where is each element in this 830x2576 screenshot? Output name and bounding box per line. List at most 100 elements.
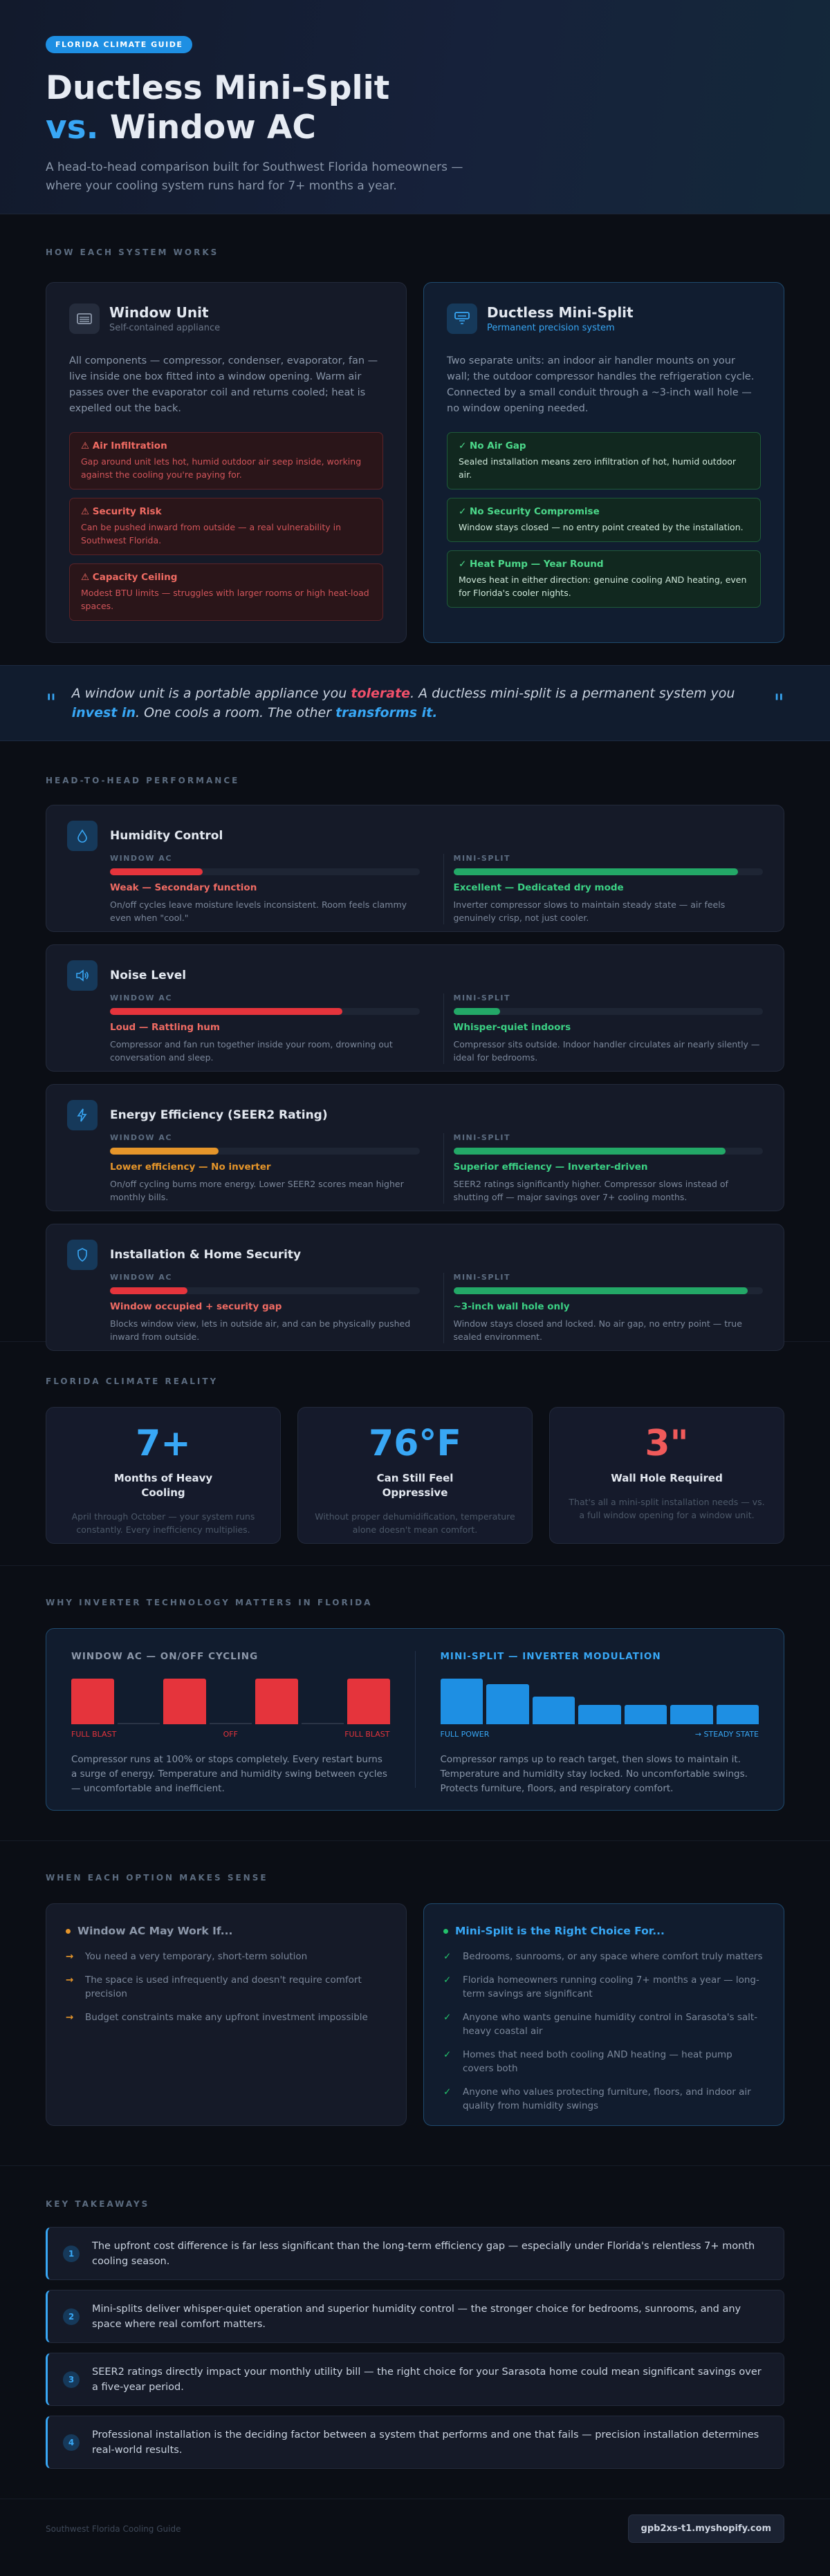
split-bar-track bbox=[453, 1008, 763, 1015]
window-cycling-bars bbox=[71, 1679, 390, 1724]
split-card-description: Two separate units: an indoor air handle… bbox=[447, 355, 755, 414]
split-note: SEER2 ratings significantly higher. Comp… bbox=[453, 1179, 728, 1202]
takeaway-text: The upfront cost difference is far less … bbox=[92, 2240, 755, 2267]
modulation-label: → STEADY STATE bbox=[694, 1730, 759, 1739]
window-col: WINDOW AC Weak — Secondary function On/o… bbox=[110, 854, 420, 924]
open-quote-icon: " bbox=[46, 689, 57, 717]
inverter-section: WHY INVERTER TECHNOLOGY MATTERS IN FLORI… bbox=[0, 1565, 830, 1840]
window-cycling-title: WINDOW AC — ON/OFF CYCLING bbox=[71, 1651, 259, 1662]
window-card-description: All components — compressor, condenser, … bbox=[69, 355, 378, 414]
split-note: Window stays closed and locked. No air g… bbox=[453, 1318, 742, 1342]
when-item-text: Bedrooms, sunrooms, or any space where c… bbox=[463, 1951, 763, 1962]
droplet-icon bbox=[67, 821, 98, 851]
title-vs: vs. bbox=[46, 109, 99, 147]
when-item: → Budget constraints make any upfront inv… bbox=[66, 2010, 387, 2024]
split-modulation-bars bbox=[440, 1679, 759, 1724]
when-item-text: Anyone who values protecting furniture, … bbox=[463, 2087, 751, 2111]
when-item-text: Anyone who wants genuine humidity contro… bbox=[463, 2012, 758, 2037]
takeaway-number: 4 bbox=[63, 2434, 80, 2451]
window-issue: ⚠ Security Risk Can be pushed inward from… bbox=[69, 498, 383, 555]
takeaway-text: SEER2 ratings directly impact your month… bbox=[92, 2366, 762, 2393]
window-note: Compressor and fan run together inside y… bbox=[110, 1039, 393, 1063]
issue-text: Gap around unit lets hot, humid outdoor … bbox=[81, 456, 362, 480]
window-label: WINDOW AC bbox=[110, 1133, 172, 1142]
hero-badge: FLORIDA CLIMATE GUIDE bbox=[46, 36, 193, 53]
stat-value: 3" bbox=[645, 1423, 689, 1464]
window-note: On/off cycling burns more energy. Lower … bbox=[110, 1179, 404, 1202]
window-issue: ⚠ Capacity Ceiling Modest BTU limits — st… bbox=[69, 563, 383, 621]
quote-part: A window unit is a portable appliance yo… bbox=[71, 686, 351, 701]
window-verdict: Window occupied + security gap bbox=[110, 1301, 282, 1312]
benefit-text: Sealed installation means zero infiltrat… bbox=[459, 456, 737, 480]
inverter-card: WINDOW AC — ON/OFF CYCLING FULL BLAST OF… bbox=[46, 1628, 784, 1811]
cycle-bar bbox=[255, 1679, 298, 1724]
takeaway-item: 1 The upfront cost difference is far less… bbox=[46, 2227, 784, 2280]
mini-split-icon bbox=[447, 304, 477, 334]
takeaway-item: 3 SEER2 ratings directly impact your mont… bbox=[46, 2353, 784, 2406]
window-bar-track bbox=[110, 868, 420, 875]
arrow-right-icon: → bbox=[66, 2012, 74, 2023]
when-item: ✓ Homes that need both cooling AND heatin… bbox=[443, 2048, 764, 2075]
window-issue: ⚠ Air Infiltration Gap around unit lets h… bbox=[69, 432, 383, 489]
when-item-text: Budget constraints make any upfront inve… bbox=[85, 2012, 368, 2023]
title-line2: Window AC bbox=[109, 109, 316, 147]
takeaway-text: Mini-splits deliver whisper-quiet operat… bbox=[92, 2303, 741, 2330]
split-label: MINI-SPLIT bbox=[453, 1133, 510, 1142]
window-label: WINDOW AC bbox=[110, 993, 172, 1002]
split-note: Inverter compressor slows to maintain st… bbox=[453, 899, 726, 923]
window-when-card: Window AC May Work If... → You need a ver… bbox=[46, 1903, 407, 2126]
modulation-label: FULL POWER bbox=[440, 1730, 490, 1739]
when-section: WHEN EACH OPTION MAKES SENSE Window AC M… bbox=[0, 1840, 830, 2165]
window-unit-card: Window Unit Self-contained appliance All… bbox=[46, 282, 407, 643]
window-cycling-labels: FULL BLAST OFF FULL BLAST bbox=[71, 1730, 390, 1739]
when-item-text: Florida homeowners running cooling 7+ mo… bbox=[463, 1975, 759, 1999]
stat-value: 7+ bbox=[136, 1423, 191, 1464]
takeaway-number: 1 bbox=[63, 2245, 80, 2262]
close-quote-icon: " bbox=[773, 689, 784, 717]
quote-emphasis: transforms it. bbox=[335, 705, 438, 720]
stat-card: 3" Wall Hole Required That's all a mini-sp… bbox=[549, 1407, 784, 1544]
perf-title: Noise Level bbox=[110, 969, 187, 982]
cycle-label: OFF bbox=[223, 1730, 238, 1739]
benefit-title: ✓ Heat Pump — Year Round bbox=[459, 559, 604, 570]
split-card-title: Ductless Mini-Split bbox=[487, 304, 634, 321]
cycle-bar bbox=[716, 1705, 759, 1724]
arrow-right-icon: → bbox=[66, 1975, 74, 1986]
split-note: Compressor sits outside. Indoor handler … bbox=[453, 1039, 760, 1063]
how-eyebrow: HOW EACH SYSTEM WORKS bbox=[46, 248, 219, 257]
window-when-list: → You need a very temporary, short-term s… bbox=[66, 1950, 387, 2024]
issue-title: ⚠ Security Risk bbox=[81, 506, 162, 517]
issue-title: ⚠ Air Infiltration bbox=[81, 440, 167, 451]
split-bar-fill bbox=[453, 1287, 748, 1294]
cycle-bar bbox=[71, 1679, 114, 1724]
cycle-bar bbox=[301, 1723, 344, 1724]
split-label: MINI-SPLIT bbox=[453, 854, 510, 863]
store-link[interactable]: gpb2xs-t1.myshopify.com bbox=[627, 2514, 784, 2543]
split-verdict: Whisper-quiet indoors bbox=[453, 1022, 571, 1033]
cycle-bar bbox=[486, 1683, 529, 1724]
cycle-label: FULL BLAST bbox=[71, 1730, 117, 1739]
cycle-label: FULL BLAST bbox=[344, 1730, 390, 1739]
when-item: → You need a very temporary, short-term s… bbox=[66, 1950, 387, 1963]
cycle-bar bbox=[440, 1679, 483, 1724]
benefit-text: Moves heat in either direction: genuine … bbox=[459, 575, 747, 598]
window-unit-icon bbox=[69, 304, 100, 334]
how-section: HOW EACH SYSTEM WORKS Window Unit Self-c… bbox=[0, 214, 830, 665]
cycle-bar bbox=[670, 1705, 713, 1724]
perf-card: Energy Efficiency (SEER2 Rating) WINDOW … bbox=[46, 1084, 784, 1211]
split-verdict: Excellent — Dedicated dry mode bbox=[453, 882, 624, 893]
when-item: ✓ Bedrooms, sunrooms, or any space where … bbox=[443, 1950, 764, 1963]
window-bar-fill bbox=[110, 1287, 187, 1294]
window-when-title-text: Window AC May Work If... bbox=[77, 1925, 233, 1937]
stat-card: 7+ Months of Heavy Cooling April through O… bbox=[46, 1407, 281, 1544]
cycle-bar bbox=[578, 1705, 621, 1724]
when-item: → The space is used infrequently and does… bbox=[66, 1973, 387, 2001]
split-verdict: Superior efficiency — Inverter-driven bbox=[453, 1161, 648, 1173]
benefit-title: ✓ No Security Compromise bbox=[459, 506, 600, 517]
split-col: MINI-SPLIT Superior efficiency — Inverte… bbox=[443, 1133, 763, 1204]
takeaway-item: 2 Mini-splits deliver whisper-quiet opera… bbox=[46, 2290, 784, 2343]
quote-emphasis: tolerate bbox=[351, 686, 411, 701]
split-label: MINI-SPLIT bbox=[453, 1273, 510, 1282]
when-item-text: You need a very temporary, short-term so… bbox=[85, 1951, 308, 1962]
inverter-eyebrow: WHY INVERTER TECHNOLOGY MATTERS IN FLORI… bbox=[46, 1598, 373, 1607]
